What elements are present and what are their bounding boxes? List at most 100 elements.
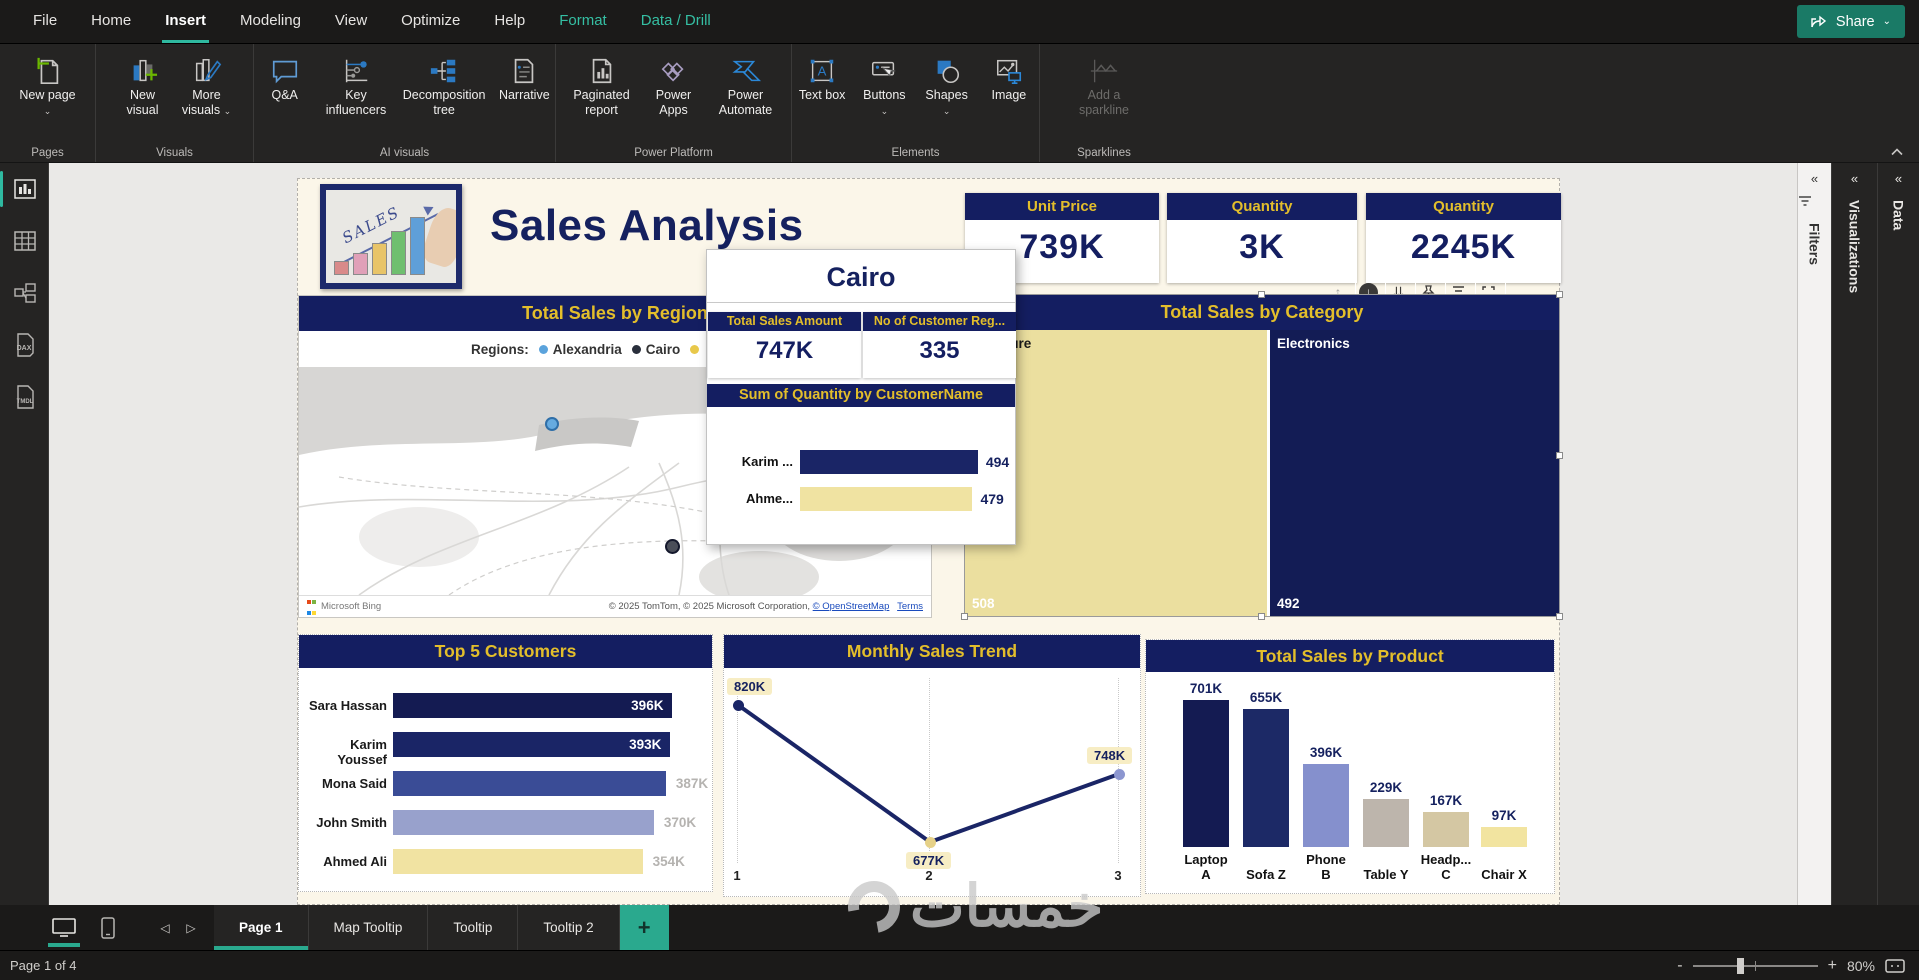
text-box-button[interactable]: A Text box: [792, 52, 852, 121]
column[interactable]: [1183, 699, 1229, 847]
mobile-layout-button[interactable]: [86, 905, 130, 950]
tmdl-view-icon: TMDL: [16, 385, 34, 409]
menu-optimize[interactable]: Optimize: [401, 12, 461, 29]
menu-view[interactable]: View: [334, 12, 368, 29]
dax-query-view-icon: DAX: [16, 333, 34, 357]
previous-page-arrow[interactable]: ◁: [160, 920, 170, 935]
report-canvas[interactable]: SALES Sales Analysis Unit Price 739K Qua…: [297, 178, 1563, 905]
selection-handle[interactable]: [1556, 291, 1563, 298]
terms-link[interactable]: Terms: [897, 601, 923, 612]
page-tab-page-1[interactable]: Page 1: [214, 905, 309, 950]
zoom-slider[interactable]: [1692, 958, 1818, 974]
column[interactable]: [1243, 709, 1289, 847]
menu-data-drill[interactable]: Data / Drill: [640, 12, 711, 29]
bar[interactable]: [393, 849, 643, 874]
page-tab-tooltip[interactable]: Tooltip: [428, 905, 519, 950]
drill-up-icon[interactable]: ↑: [1334, 284, 1342, 300]
svg-text:DAX: DAX: [16, 345, 31, 352]
image-button[interactable]: Image: [979, 52, 1039, 121]
treemap-total-sales-by-category[interactable]: Total Sales by Category Furniture 508 El…: [961, 291, 1563, 620]
selection-handle[interactable]: [961, 613, 968, 620]
table-view-button[interactable]: [0, 215, 49, 267]
narrative-button[interactable]: Narrative: [494, 52, 555, 121]
expand-visualizations-icon[interactable]: «: [1850, 171, 1859, 186]
visualizations-pane-collapsed[interactable]: « Visualizations: [1831, 163, 1877, 905]
kpi-card-unit-price[interactable]: Unit Price 739K: [965, 193, 1159, 283]
model-view-button[interactable]: [0, 267, 49, 319]
bar-chart-top-5-customers[interactable]: Top 5 Customers Sara Hassan 396K Karim Y…: [298, 634, 713, 892]
menu-modeling[interactable]: Modeling: [240, 12, 301, 29]
treemap-tile-electronics[interactable]: Electronics 492: [1270, 330, 1560, 616]
openstreetmap-link[interactable]: © OpenStreetMap: [812, 601, 890, 612]
page-tab-map-tooltip[interactable]: Map Tooltip: [308, 905, 429, 950]
bar[interactable]: [393, 810, 654, 835]
data-point[interactable]: [1114, 769, 1125, 780]
power-automate-button[interactable]: Power Automate: [707, 52, 785, 121]
fit-to-page-icon[interactable]: [1885, 959, 1905, 973]
data-pane-collapsed[interactable]: « Data: [1877, 163, 1919, 905]
menu-file[interactable]: File: [33, 12, 58, 29]
key-influencers-button[interactable]: Key influencers: [317, 52, 394, 121]
ribbon-group-label-pages: Pages: [31, 147, 64, 159]
menu-home[interactable]: Home: [91, 12, 132, 29]
paginated-report-icon: [587, 54, 617, 88]
bar[interactable]: [393, 732, 671, 757]
data-point[interactable]: [925, 837, 936, 848]
selection-handle[interactable]: [1258, 613, 1265, 620]
bar[interactable]: [393, 771, 666, 796]
column-chart-total-sales-by-product[interactable]: Total Sales by Product 701K 655K 396K 22…: [1145, 639, 1555, 894]
expand-filters-icon[interactable]: «: [1810, 171, 1819, 186]
new-page-button[interactable]: New page ⌄: [17, 52, 79, 121]
zoom-slider-handle[interactable]: [1736, 958, 1744, 974]
column[interactable]: [1481, 826, 1527, 847]
menu-insert[interactable]: Insert: [148, 0, 223, 43]
map-bubble-cairo[interactable]: [665, 539, 680, 554]
kpi-card-quantity[interactable]: Quantity 3K: [1167, 193, 1357, 283]
expand-data-icon[interactable]: «: [1894, 171, 1903, 186]
new-page-tab-button[interactable]: +: [619, 905, 669, 950]
x-axis-label: Headp... C: [1420, 852, 1472, 883]
line-chart-monthly-sales-trend[interactable]: Monthly Sales Trend 820K 677K 748K 1 2 3: [723, 634, 1141, 897]
next-page-arrow[interactable]: ▷: [186, 920, 196, 935]
paginated-report-button[interactable]: Paginated report: [563, 52, 641, 121]
tmdl-view-button[interactable]: TMDL: [0, 371, 49, 423]
legend-item-cairo[interactable]: Cairo: [631, 342, 680, 357]
data-label: 748K: [1087, 747, 1133, 764]
column[interactable]: [1303, 763, 1349, 847]
report-view-button[interactable]: [0, 163, 49, 215]
filters-pane-collapsed[interactable]: « Filters: [1797, 163, 1831, 905]
category-label: John Smith: [316, 815, 387, 830]
focus-mode-icon[interactable]: [1475, 281, 1501, 303]
dax-query-view-button[interactable]: DAX: [0, 319, 49, 371]
key-influencers-icon: [341, 54, 371, 88]
selection-handle[interactable]: [1556, 451, 1563, 459]
bar[interactable]: [393, 693, 673, 718]
decomposition-tree-button[interactable]: Decomposition tree: [397, 52, 492, 121]
column[interactable]: [1423, 811, 1469, 847]
collapse-ribbon-icon[interactable]: [1891, 148, 1903, 156]
column-value: 167K: [1429, 792, 1463, 808]
desktop-layout-button[interactable]: [42, 905, 86, 950]
shapes-button[interactable]: Shapes ⌄: [917, 52, 977, 121]
zoom-in-button[interactable]: +: [1827, 957, 1837, 974]
zoom-out-button[interactable]: -: [1677, 957, 1683, 974]
column[interactable]: [1363, 798, 1409, 847]
buttons-button[interactable]: Buttons ⌄: [854, 52, 914, 121]
power-apps-button[interactable]: Power Apps: [643, 52, 705, 121]
legend-dot: [631, 344, 641, 354]
legend-item-alexandria[interactable]: Alexandria: [538, 342, 622, 357]
more-visuals-button[interactable]: More visuals ⌄: [176, 52, 238, 121]
map-bubble-alexandria[interactable]: [545, 417, 559, 431]
selection-handle[interactable]: [1258, 291, 1265, 298]
expand-next-level-icon[interactable]: ⇊: [1385, 281, 1411, 303]
menu-help[interactable]: Help: [494, 12, 526, 29]
data-point[interactable]: [733, 700, 744, 711]
new-visual-button[interactable]: New visual: [112, 52, 174, 121]
page-tab-tooltip-2[interactable]: Tooltip 2: [518, 905, 620, 950]
menu-format[interactable]: Format: [559, 12, 607, 29]
qa-button[interactable]: Q&A: [254, 52, 315, 121]
selection-handle[interactable]: [1556, 613, 1563, 620]
kpi-card-quantity-total[interactable]: Quantity 2245K: [1366, 193, 1561, 283]
add-sparkline-button[interactable]: Add a sparkline: [1065, 52, 1143, 121]
share-button[interactable]: Share ⌄: [1796, 5, 1905, 38]
